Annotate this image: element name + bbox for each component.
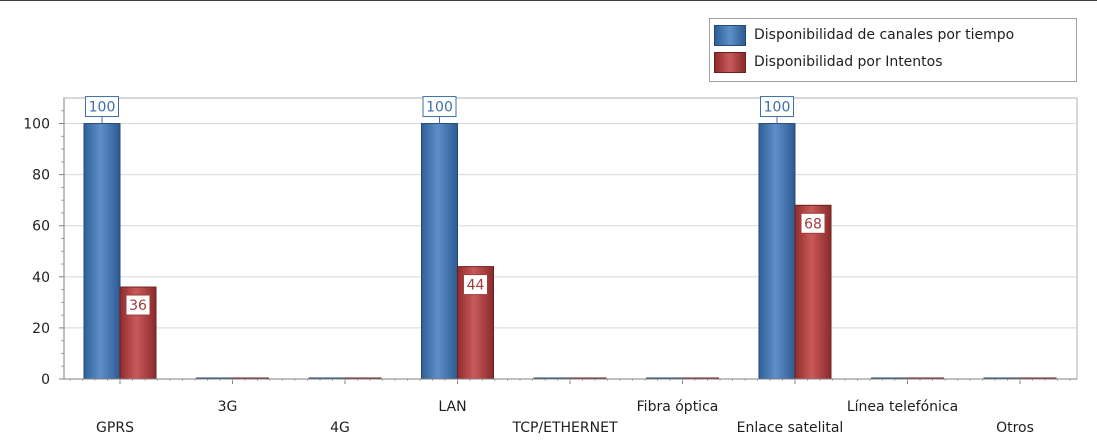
bar xyxy=(758,123,796,380)
data-label: 100 xyxy=(426,100,453,116)
top-divider xyxy=(0,0,1097,1)
legend: Disponibilidad de canales por tiempo Dis… xyxy=(709,18,1077,82)
x-tick-label: TCP/ETHERNET xyxy=(511,420,617,436)
data-label: 100 xyxy=(764,100,791,116)
x-tick-label: LAN xyxy=(438,399,466,415)
y-tick-label: 0 xyxy=(41,372,50,388)
y-tick-label: 60 xyxy=(32,219,50,235)
x-tick-label: Enlace satelital xyxy=(737,420,844,436)
bar xyxy=(794,204,832,380)
data-label: 100 xyxy=(89,100,116,116)
y-tick-label: 100 xyxy=(23,117,50,133)
plot-area xyxy=(63,97,1078,380)
legend-swatch-series-2 xyxy=(714,51,746,73)
x-tick-label: Fibra óptica xyxy=(637,399,719,415)
x-tick-label: 4G xyxy=(330,420,350,436)
x-tick-label: GPRS xyxy=(96,420,134,436)
data-label: 68 xyxy=(804,216,822,232)
bar xyxy=(83,123,121,380)
y-tick-label: 40 xyxy=(32,270,50,286)
data-label-box xyxy=(463,274,488,296)
legend-label-series-2: Disponibilidad por Intentos xyxy=(754,54,943,70)
legend-label-series-1: Disponibilidad de canales por tiempo xyxy=(754,27,1015,43)
x-tick-label: 3G xyxy=(218,399,238,415)
legend-item-series-1: Disponibilidad de canales por tiempo xyxy=(714,24,1014,46)
x-tick-label: Otros xyxy=(996,420,1034,436)
x-tick-label: Línea telefónica xyxy=(847,399,958,415)
data-label-box xyxy=(800,212,826,234)
data-label: 44 xyxy=(467,278,485,294)
data-label: 36 xyxy=(129,298,147,314)
legend-swatch-series-1 xyxy=(714,24,746,46)
y-tick-label: 80 xyxy=(32,168,50,184)
y-tick-label: 20 xyxy=(32,321,50,337)
legend-item-series-2: Disponibilidad por Intentos xyxy=(714,51,943,73)
bar xyxy=(421,123,458,380)
data-label-box xyxy=(125,294,151,316)
